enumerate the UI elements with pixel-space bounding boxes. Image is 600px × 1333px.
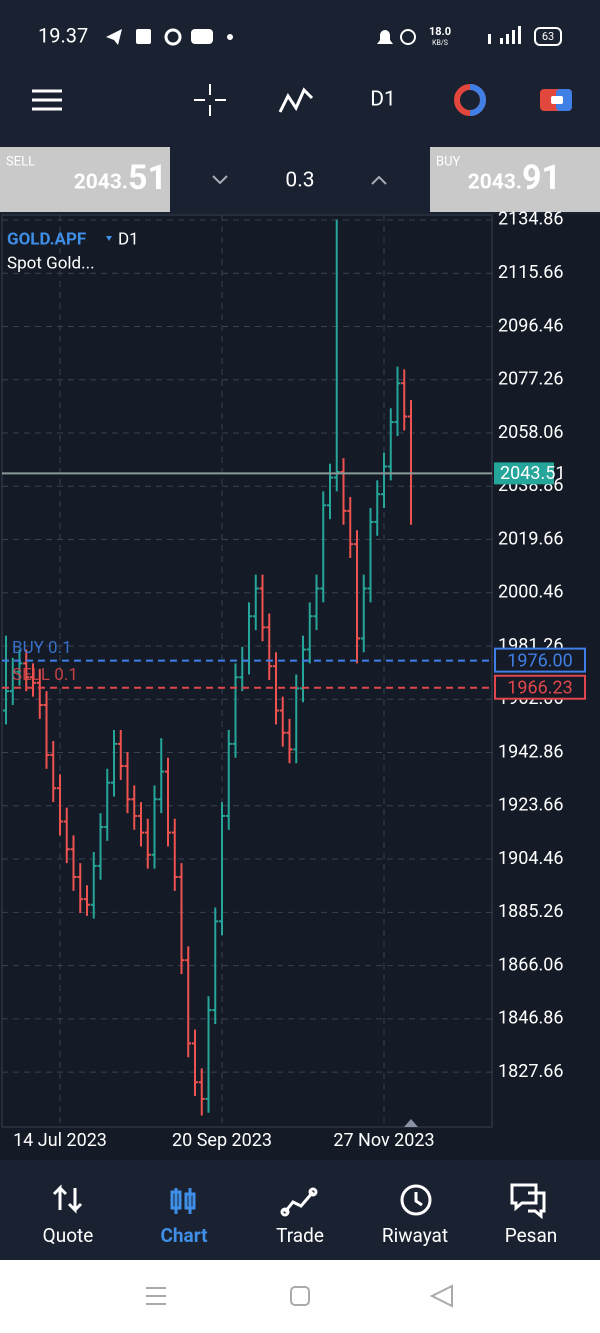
y-tick-label: 2096.46: [498, 315, 563, 336]
order-price-box: [494, 674, 586, 700]
sell-price-big: 51: [128, 158, 167, 198]
crosshair-button[interactable]: [194, 84, 226, 116]
status-battery: 63: [542, 30, 554, 43]
nav-item[interactable]: Pesan: [505, 1224, 558, 1247]
buy-label: BUY: [436, 154, 461, 169]
y-tick-label: 1942.86: [498, 741, 563, 762]
y-tick-label: 1827.66: [498, 1061, 563, 1082]
y-tick-label: 1846.86: [498, 1008, 563, 1029]
symbol[interactable]: GOLD.APF: [7, 229, 86, 249]
system-nav-buttons[interactable]: [146, 1284, 453, 1308]
symbol-dropdown[interactable]: [106, 236, 112, 241]
y-tick-label: 2000.46: [498, 582, 563, 603]
buy-box[interactable]: [430, 147, 600, 212]
nav-item[interactable]: Chart: [160, 1224, 208, 1247]
nav-item[interactable]: Trade: [276, 1224, 324, 1247]
bottom-nav: Quote Chart Trade Riwayat Pesan: [43, 1224, 558, 1247]
status-speed: 18.0: [429, 25, 451, 38]
y-tick-label: 1923.66: [498, 795, 563, 816]
volume-up[interactable]: [371, 175, 387, 185]
menu-button[interactable]: [32, 89, 62, 111]
volume-down[interactable]: [212, 175, 228, 185]
scroll-marker[interactable]: [404, 1119, 418, 1127]
y-tick-label: 1866.06: [498, 954, 563, 975]
header-bg: [0, 0, 600, 146]
order-label: BUY 0.1: [12, 638, 72, 658]
x-tick-label: 14 Jul 2023: [13, 1130, 107, 1151]
sell-label: SELL: [6, 154, 35, 169]
sell-price-main: 2043.: [74, 171, 128, 195]
order-price-label: 1976.00: [507, 650, 572, 671]
y-tick-label: 2134.86: [498, 209, 563, 230]
buy-price-main: 2043.: [468, 171, 522, 195]
chart-timeframe: D1: [118, 229, 139, 249]
y-tick-label: 2019.66: [498, 528, 563, 549]
status-speed-unit: KB/S: [432, 39, 448, 47]
volume[interactable]: 0.3: [285, 169, 314, 193]
order-price-box: [494, 647, 586, 673]
y-tick-label: 1904.46: [498, 848, 563, 869]
current-price-box: [494, 462, 554, 485]
order-price-label: 1966.23: [507, 677, 572, 698]
trade-button[interactable]: [540, 89, 572, 111]
buy-price-big: 91: [522, 158, 561, 198]
bottom-nav-bg: [0, 1160, 600, 1260]
order-label: SELL 0.1: [12, 665, 78, 685]
sell-box[interactable]: [0, 147, 170, 212]
x-tick-label: 27 Nov 2023: [333, 1130, 434, 1151]
theme-button[interactable]: [454, 84, 486, 116]
y-tick-label: 1885.26: [498, 901, 563, 922]
current-price-label: 2043.51: [500, 463, 565, 484]
plot-frame: [1, 214, 493, 1128]
battery-icon: [534, 27, 562, 46]
status-time: 19.37: [38, 23, 88, 47]
indicators-button[interactable]: [278, 87, 314, 113]
system-nav-bg: [0, 1260, 600, 1333]
y-tick-label: 2115.66: [498, 262, 563, 283]
status-icons: [106, 26, 521, 46]
x-tick-label: 20 Sep 2023: [172, 1130, 272, 1151]
nav-item[interactable]: Riwayat: [382, 1224, 448, 1247]
nav-item[interactable]: Quote: [43, 1224, 94, 1247]
nav-icons: [52, 1183, 546, 1220]
chart[interactable]: 2134.862115.662096.462077.262058.062038.…: [0, 209, 600, 1160]
y-tick-label: 2058.06: [498, 422, 563, 443]
symbol-description: Spot Gold...: [7, 253, 95, 273]
timeframe-button[interactable]: D1: [370, 88, 396, 112]
y-tick-label: 2077.26: [498, 369, 563, 390]
